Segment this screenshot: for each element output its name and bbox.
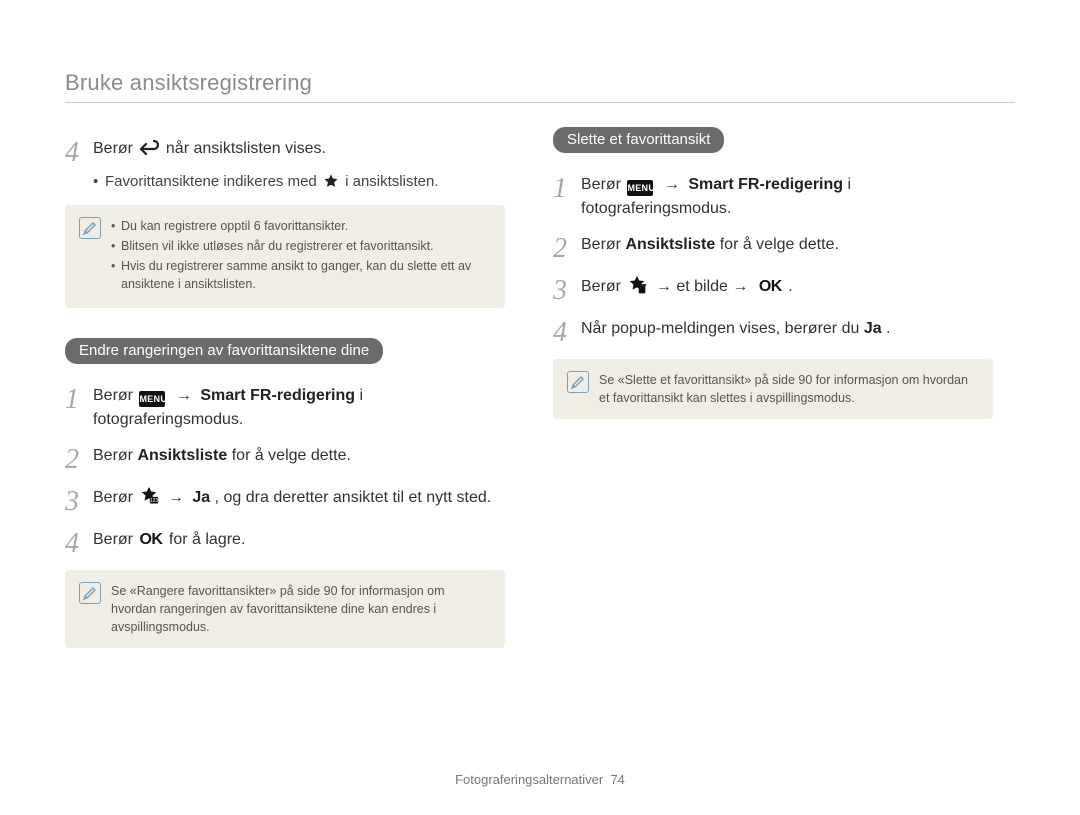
arrow: → (168, 489, 188, 506)
step-text: Berør 123 → Ja , og dra deretter ansikte… (93, 486, 505, 516)
text: Berør (93, 140, 137, 157)
text: . (886, 320, 890, 337)
text: når ansiktslisten vises. (166, 140, 326, 157)
step-number: 4 (65, 137, 93, 167)
bullet-text: Favorittansiktene indikeres med i ansikt… (105, 173, 438, 193)
text: Favorittansiktene indikeres med (105, 173, 321, 190)
info-list: •Du kan registrere opptil 6 favorittansi… (111, 217, 491, 296)
text: Når popup-meldingen vises, berører du (581, 320, 864, 337)
sub-bullet: • Favorittansiktene indikeres med i ansi… (93, 173, 505, 193)
menu-icon: MENU (627, 180, 653, 196)
star-trash-icon (627, 275, 645, 293)
content-columns: 4 Berør når ansiktslisten vises. • Favor… (65, 127, 1015, 656)
right-step-4: 4 Når popup-meldingen vises, berører du … (553, 317, 993, 347)
info-item: •Blitsen vil ikke utløses når du registr… (111, 237, 491, 255)
bold-text: Ja (192, 489, 210, 506)
step-text: Berør MENU → Smart FR-redigering i fotog… (581, 173, 993, 221)
info-box-2: Se «Rangere favorittansikter» på side 90… (65, 570, 505, 648)
left-step-4: 4 Berør OK for å lagre. (65, 528, 505, 558)
step-text: Berør → et bilde → OK . (581, 275, 993, 305)
step-text: Berør når ansiktslisten vises. (93, 137, 505, 167)
menu-icon: MENU (139, 391, 165, 407)
arrow: → (176, 387, 196, 404)
step-text: Berør Ansiktsliste for å velge dette. (581, 233, 993, 263)
step-number: 4 (553, 317, 581, 347)
text: Hvis du registrerer samme ansikt to gang… (121, 257, 491, 293)
ok-icon: OK (759, 275, 782, 299)
text: for å velge dette. (232, 447, 351, 464)
step-number: 3 (65, 486, 93, 516)
text: Berør (581, 176, 625, 193)
step-text: Berør Ansiktsliste for å velge dette. (93, 444, 505, 474)
bold-text: Ansiktsliste (137, 447, 227, 464)
step-text: Berør MENU → Smart FR-redigering i fotog… (93, 384, 505, 432)
step-number: 2 (553, 233, 581, 263)
bold-text: Smart FR-redigering (688, 176, 843, 193)
arrow: → et bilde → (656, 278, 753, 295)
step-number: 4 (65, 528, 93, 558)
text: Du kan registrere opptil 6 favorittansik… (121, 217, 348, 235)
right-step-2: 2 Berør Ansiktsliste for å velge dette. (553, 233, 993, 263)
header-rule (65, 102, 1015, 103)
info-item: •Hvis du registrerer samme ansikt to gan… (111, 257, 491, 293)
page-footer: Fotograferingsalternativer 74 (0, 772, 1080, 787)
text: for å velge dette. (720, 236, 839, 253)
bullet-dot: • (93, 173, 105, 193)
star-rank-icon: 123 (139, 486, 157, 504)
left-step-1: 1 Berør MENU → Smart FR-redigering i fot… (65, 384, 505, 432)
step-text: Berør OK for å lagre. (93, 528, 505, 558)
right-step-3: 3 Berør → et bilde → OK . (553, 275, 993, 305)
info-text: Se «Rangere favorittansikter» på side 90… (111, 582, 491, 636)
right-column: Slette et favorittansikt 1 Berør MENU → … (553, 127, 993, 656)
ok-icon: OK (139, 528, 162, 552)
step-number: 1 (553, 173, 581, 221)
info-text: Se «Slette et favorittansikt» på side 90… (599, 371, 979, 407)
info-item: •Du kan registrere opptil 6 favorittansi… (111, 217, 491, 235)
text: for å lagre. (169, 531, 245, 548)
step-4-top: 4 Berør når ansiktslisten vises. (65, 137, 505, 167)
note-icon (79, 582, 101, 604)
bold-text: Smart FR-redigering (200, 387, 355, 404)
text: Berør (93, 531, 137, 548)
bold-text: Ansiktsliste (625, 236, 715, 253)
star-icon (323, 173, 339, 193)
page-title: Bruke ansiktsregistrering (65, 70, 1015, 96)
text: Berør (93, 489, 137, 506)
footer-section: Fotograferingsalternativer (455, 772, 603, 787)
section-pill-delete: Slette et favorittansikt (553, 127, 724, 153)
note-icon (567, 371, 589, 393)
manual-page: Bruke ansiktsregistrering 4 Berør når an… (0, 0, 1080, 815)
step-number: 3 (553, 275, 581, 305)
text: Berør (93, 447, 137, 464)
text: Berør (93, 387, 137, 404)
bold-text: Ja (864, 320, 882, 337)
footer-page: 74 (610, 772, 624, 787)
right-step-1: 1 Berør MENU → Smart FR-redigering i fot… (553, 173, 993, 221)
info-box-right: Se «Slette et favorittansikt» på side 90… (553, 359, 993, 419)
svg-text:123: 123 (150, 497, 159, 503)
left-step-2: 2 Berør Ansiktsliste for å velge dette. (65, 444, 505, 474)
text: Berør (581, 236, 625, 253)
text: , og dra deretter ansiktet til et nytt s… (215, 489, 492, 506)
step-number: 1 (65, 384, 93, 432)
note-icon (79, 217, 101, 239)
section-pill-rank: Endre rangeringen av favorittansiktene d… (65, 338, 383, 364)
text: . (788, 278, 792, 295)
text: Blitsen vil ikke utløses når du registre… (121, 237, 434, 255)
left-column: 4 Berør når ansiktslisten vises. • Favor… (65, 127, 505, 656)
back-icon (139, 140, 159, 164)
step-text: Når popup-meldingen vises, berører du Ja… (581, 317, 993, 347)
step-number: 2 (65, 444, 93, 474)
text: i ansiktslisten. (345, 173, 438, 190)
left-step-3: 3 Berør 123 → Ja , og dra deretter ansik… (65, 486, 505, 516)
text: Berør (581, 278, 625, 295)
arrow: → (664, 176, 684, 193)
info-box-1: •Du kan registrere opptil 6 favorittansi… (65, 205, 505, 308)
